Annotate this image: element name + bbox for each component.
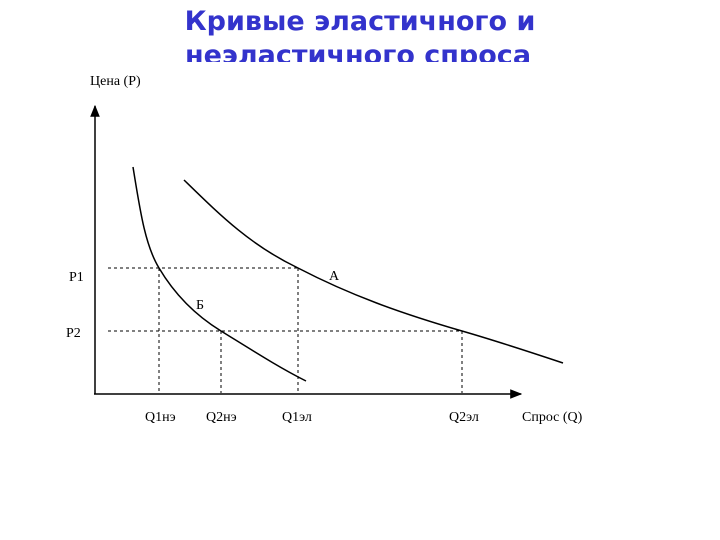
quantity-label: Q2нэ — [206, 410, 237, 425]
inelastic-curve — [132, 166, 307, 382]
title-line: Кривые эластичного и — [185, 6, 536, 37]
title: Кривые эластичного и неэластичного спрос… — [185, 6, 536, 71]
price-label: P1 — [69, 270, 84, 285]
title-line: неэластичного спроса — [185, 40, 531, 71]
quantity-label: Q2эл — [449, 410, 479, 425]
quantity-label: Q1эл — [282, 410, 312, 425]
curve-label: Б — [196, 298, 204, 313]
elastic-curve — [183, 179, 564, 364]
curve-label: А — [329, 269, 340, 284]
quantity-label: Q1нэ — [145, 410, 176, 425]
y-axis-label: Цена (P) — [90, 74, 141, 89]
x-axis-label: Спрос (Q) — [522, 410, 583, 425]
price-label: P2 — [66, 326, 81, 341]
